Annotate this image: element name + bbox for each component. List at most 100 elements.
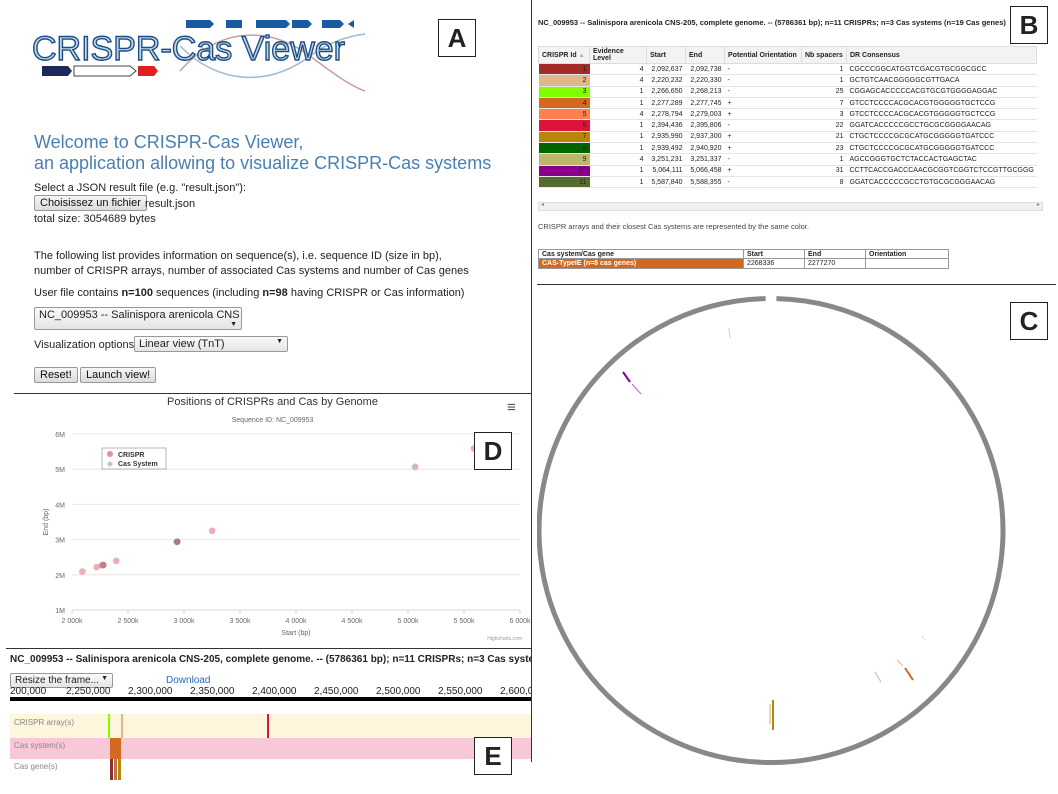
crispr-table-row[interactable]: 6 1 2,394,436 2,395,806-22 GGATCACCCCCGCCTGC… xyxy=(538,119,1037,132)
dropdown-arrow-icon: ▼ xyxy=(230,321,237,328)
crispr-track[interactable]: CRISPR array(s) xyxy=(10,714,531,738)
circular-genome-view[interactable] xyxy=(537,286,1057,794)
panel-divider-bc xyxy=(537,284,1056,285)
axis-bar xyxy=(10,697,531,701)
start-cell: 2,092,637 xyxy=(646,63,686,76)
evidence-cell: 4 xyxy=(589,108,647,121)
crispr-point[interactable] xyxy=(93,563,100,571)
evidence-cell: 1 xyxy=(589,119,647,132)
cas-system-track[interactable]: Cas system(s) xyxy=(10,738,531,759)
crispr-table-row[interactable]: 10 1 5,064,111 5,066,458 +31 CCTTCACCGACCCAAC… xyxy=(538,165,1037,177)
spacers-cell: 22 xyxy=(801,119,847,132)
evidence-cell: 1 xyxy=(589,176,647,189)
x-tick-label: 2 000k xyxy=(61,618,83,625)
table-horizontal-scrollbar[interactable]: ◂ ▸ xyxy=(538,202,1043,211)
dr-consensus-cell: CGGAGCACCCCCACGTGCGTGGGGAGGAC xyxy=(846,86,1037,98)
legend-label-crispr[interactable]: CRISPR xyxy=(118,452,144,459)
cas-row[interactable]: CAS-TypeIE (n=8 cas genes) 2268336 22772… xyxy=(538,258,949,269)
y-tick-label: 2M xyxy=(55,573,65,580)
welcome-heading: Welcome to CRISPR-Cas Viewer, an applica… xyxy=(34,132,491,174)
cas-gene-block[interactable] xyxy=(110,759,113,780)
panel-label-d: D xyxy=(474,432,512,470)
col-start[interactable]: Start xyxy=(646,46,686,64)
cas-system-track-label: Cas system(s) xyxy=(14,741,66,750)
resize-frame-select[interactable]: Resize the frame... ▼ xyxy=(10,673,113,688)
crispr-table-row[interactable]: 8 1 2,939,492 2,940,920 +23 CTGCTCCCCGCGCATGC… xyxy=(538,142,1037,155)
crispr-block-3[interactable] xyxy=(108,714,110,738)
cas-gene-arc[interactable] xyxy=(874,671,882,683)
panel-divider-vertical xyxy=(531,0,532,762)
start-cell: 5,064,111 xyxy=(646,165,686,177)
cas-gene-block[interactable] xyxy=(118,759,121,780)
end-cell: 2,220,330 xyxy=(685,74,725,87)
reset-button[interactable]: Reset! xyxy=(34,367,78,383)
crispr-table-row[interactable]: 1 4 2,092,637 2,092,738-1 CGCCCGGCATGGTCGACG… xyxy=(538,63,1037,76)
col-dr-consensus[interactable]: DR Consensus xyxy=(845,46,1038,64)
chart-menu-icon[interactable]: ≡ xyxy=(507,399,516,416)
end-cell: 2,268,213 xyxy=(685,86,725,98)
evidence-cell: 4 xyxy=(589,63,647,76)
crispr-table-row[interactable]: 3 1 2,266,650 2,268,213-25 CGGAGCACCCCCACGTG… xyxy=(538,86,1037,98)
col-orientation[interactable]: Potential Orientation xyxy=(724,46,802,64)
crispr-id-cell: 11 xyxy=(538,176,590,189)
track-mark xyxy=(728,327,731,339)
dr-consensus-cell: GCTGTCAACGGGGGCGTTGACA xyxy=(846,74,1037,87)
orientation-cell: - xyxy=(724,153,802,166)
crispr-table-row[interactable]: 9 4 3,251,231 3,251,337-1 AGCCGGGTGCTCTACCAC… xyxy=(538,153,1037,166)
crispr-table-row[interactable]: 2 4 2,220,232 2,220,330-1 GCTGTCAACGGGGGCGTT… xyxy=(538,74,1037,87)
axis-tick: 2,450,000 xyxy=(314,686,359,697)
selected-file-name: result.json xyxy=(145,198,196,210)
crispr-point[interactable] xyxy=(208,527,216,535)
cas-gene-track[interactable]: Cas gene(s) xyxy=(10,759,531,780)
crispr-id-cell: 5 xyxy=(538,108,590,121)
scroll-right-icon[interactable]: ▸ xyxy=(1036,202,1040,208)
spacers-cell: 1 xyxy=(801,74,847,87)
choose-file-button[interactable]: Choisissez un fichier xyxy=(34,195,147,211)
crispr-block-4[interactable] xyxy=(121,714,123,738)
crispr-point[interactable] xyxy=(79,568,86,575)
logo-text: CRISPR-Cas Viewer xyxy=(32,30,345,68)
launch-view-button[interactable]: Launch view! xyxy=(80,367,157,383)
sequence-select[interactable]: NC_009953 -- Salinispora arenicola CNS ▼ xyxy=(34,307,242,330)
crispr-table-row[interactable]: 7 1 2,935,990 2,937,300 +21 CTGCTCCCCGCGCATGC… xyxy=(538,131,1037,144)
col-end[interactable]: End xyxy=(685,46,725,64)
crispr-table-row[interactable]: 5 4 2,278,794 2,279,003 +3 GTCCTCCCCACGCACGTG… xyxy=(538,108,1037,121)
x-tick-label: 4 500k xyxy=(341,618,363,625)
crispr-block-6[interactable] xyxy=(267,714,269,738)
crispr-arc-2[interactable] xyxy=(896,659,904,667)
evidence-cell: 1 xyxy=(589,97,647,110)
end-cell: 2,395,806 xyxy=(685,119,725,132)
visualization-select[interactable]: Linear view (TnT) ▼ xyxy=(134,336,288,352)
orientation-cell: + xyxy=(724,142,802,155)
visualization-label: Visualization options: xyxy=(34,339,138,351)
legend-label-cas[interactable]: Cas System xyxy=(118,461,158,468)
crispr-arc-10[interactable] xyxy=(622,371,631,383)
crispr-table-row[interactable]: 4 1 2,277,289 2,277,745 +7 GTCCTCCCCACGCACGTG… xyxy=(538,97,1037,110)
spacers-cell: 3 xyxy=(801,108,847,121)
crispr-table: CRISPR Id ▲ Evidence Level Start End Pot… xyxy=(538,46,1038,189)
dr-consensus-cell: GGATCACCCCCGCCTGTGCGCGGGAACAG xyxy=(846,176,1037,189)
col-crispr-id[interactable]: CRISPR Id ▲ xyxy=(538,46,590,64)
orientation-cell: - xyxy=(724,119,802,132)
crispr-arc-4[interactable] xyxy=(904,667,914,681)
col-evidence[interactable]: Evidence Level xyxy=(589,46,647,64)
y-tick-label: 5M xyxy=(55,467,65,474)
orientation-cell: - xyxy=(724,176,802,189)
crispr-id-cell: 1 xyxy=(538,63,590,76)
cas-point[interactable] xyxy=(411,463,419,471)
x-tick-label: 3 000k xyxy=(173,618,195,625)
crispr-table-row[interactable]: 11 1 5,587,840 5,588,355-8 GGATCACCCCCGCCTGT… xyxy=(538,176,1037,189)
dr-consensus-cell: CTGCTCCCCGCGCATGCGGGGGTGATCCC xyxy=(846,142,1037,155)
welcome-line-2: an application allowing to visualize CRI… xyxy=(34,153,492,173)
scroll-left-icon[interactable]: ◂ xyxy=(541,202,545,208)
cas-system-block[interactable] xyxy=(110,738,121,759)
cas-gene-block[interactable] xyxy=(114,759,117,780)
crispr-arc-11[interactable] xyxy=(631,383,642,395)
crispr-point[interactable] xyxy=(112,557,120,565)
select-file-prompt: Select a JSON result file (e.g. "result.… xyxy=(34,182,246,194)
cas-row-orientation xyxy=(865,258,949,269)
crispr-id-cell: 7 xyxy=(538,131,590,144)
download-link[interactable]: Download xyxy=(166,675,211,686)
col-spacers[interactable]: Nb spacers xyxy=(801,46,847,64)
evidence-cell: 1 xyxy=(589,165,647,177)
